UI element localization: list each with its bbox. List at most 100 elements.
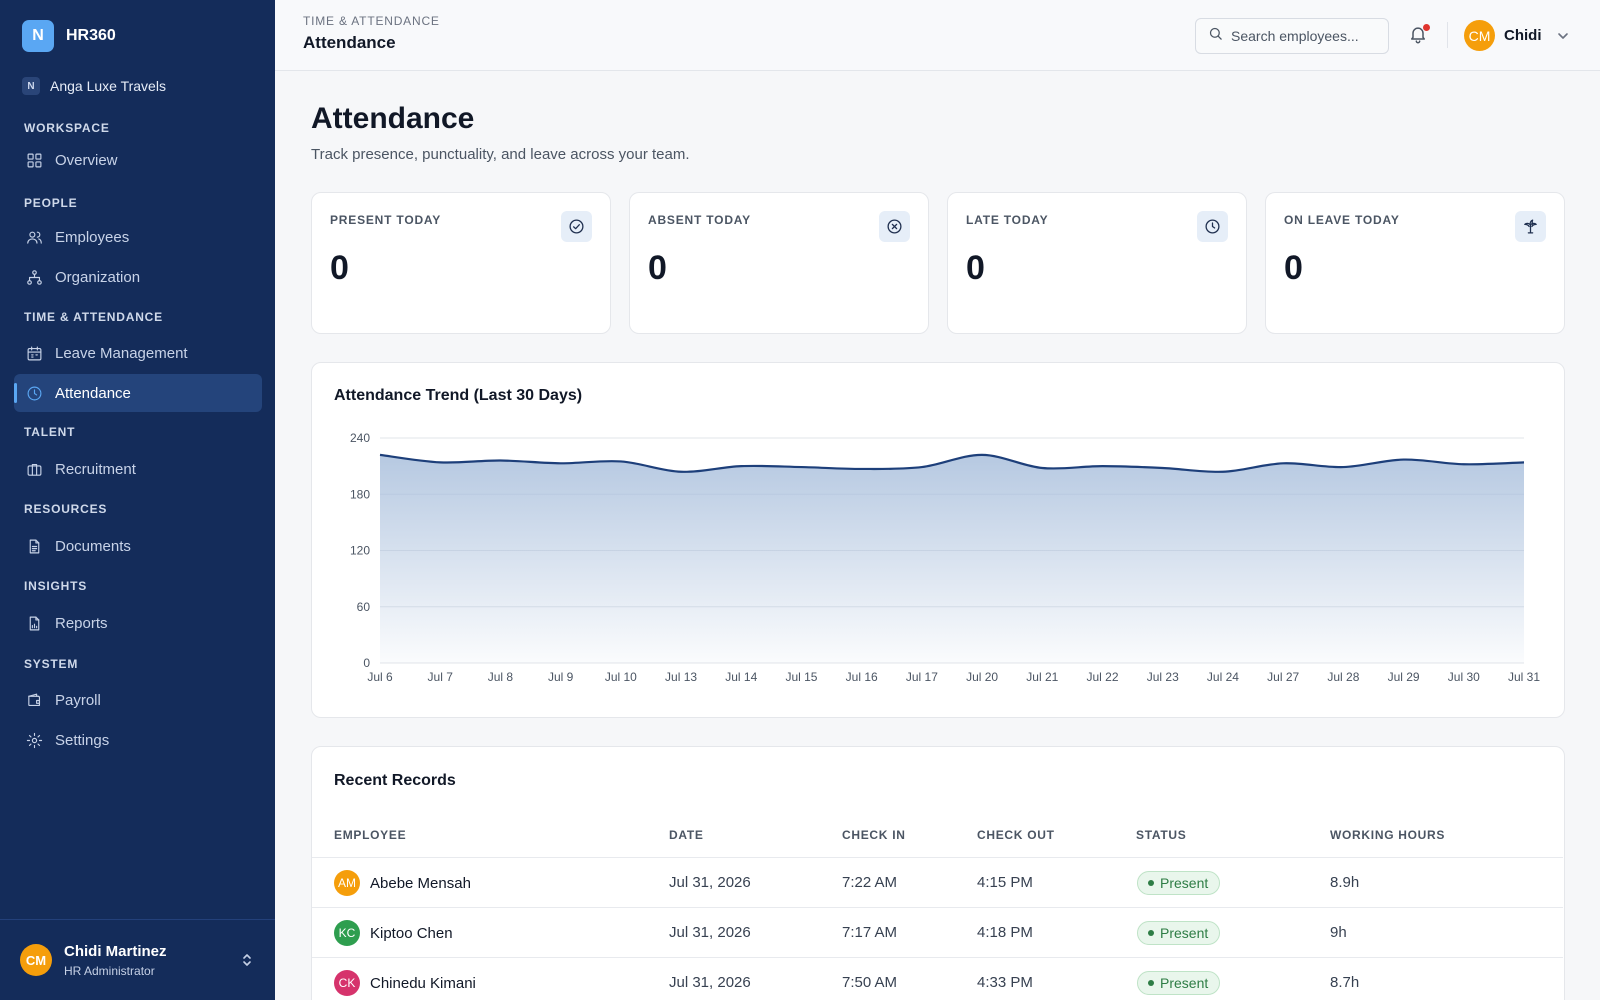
account-name: Chidi <box>1504 27 1542 44</box>
page-subtitle: Track presence, punctuality, and leave a… <box>311 146 690 163</box>
breadcrumb: TIME & ATTENDANCE <box>303 14 440 28</box>
notifications-button[interactable] <box>1408 24 1430 46</box>
notification-dot <box>1423 24 1430 31</box>
stat-card-absent: ABSENT TODAY 0 <box>629 192 929 334</box>
check-out-cell: 4:15 PM <box>977 874 1033 891</box>
status-dot <box>1148 980 1154 986</box>
sidebar-item-settings[interactable]: Settings <box>14 721 262 759</box>
column-header-status[interactable]: STATUS <box>1136 828 1187 842</box>
account-menu[interactable]: CM Chidi <box>1464 20 1569 51</box>
date-cell: Jul 31, 2026 <box>669 874 751 891</box>
table-row[interactable]: AM Abebe Mensah Jul 31, 2026 7:22 AM 4:1… <box>312 857 1563 907</box>
column-header-check-out[interactable]: CHECK OUT <box>977 828 1055 842</box>
calendar-icon <box>25 344 43 362</box>
x-circle-icon <box>879 211 910 242</box>
table-row[interactable]: KC Kiptoo Chen Jul 31, 2026 7:17 AM 4:18… <box>312 907 1563 957</box>
user-profile-menu[interactable]: CM Chidi Martinez HR Administrator <box>0 919 275 1000</box>
clock-icon <box>25 384 43 402</box>
check-in-cell: 7:50 AM <box>842 974 898 991</box>
x-tick-label: Jul 20 <box>966 670 998 684</box>
check-out-cell: 4:18 PM <box>977 924 1033 941</box>
sidebar-item-attendance[interactable]: Attendance <box>14 374 262 412</box>
x-tick-label: Jul 27 <box>1267 670 1299 684</box>
sidebar: N HR360 N Anga Luxe Travels WORKSPACE Ov… <box>0 0 275 1000</box>
column-header-working-hours[interactable]: WORKING HOURS <box>1330 828 1446 842</box>
sidebar-item-label: Overview <box>55 151 118 169</box>
status-label: Present <box>1160 975 1209 991</box>
sidebar-item-employees[interactable]: Employees <box>14 218 262 256</box>
x-tick-label: Jul 30 <box>1448 670 1480 684</box>
hours-cell: 8.9h <box>1330 874 1360 891</box>
org-name: Anga Luxe Travels <box>50 78 166 94</box>
stat-label: PRESENT TODAY <box>330 213 442 227</box>
avatar: AM <box>334 870 360 896</box>
document-icon <box>25 537 43 555</box>
avatar: KC <box>334 920 360 946</box>
recent-records-card: Recent Records EMPLOYEE DATE CHECK IN CH… <box>311 746 1565 1000</box>
date-cell: Jul 31, 2026 <box>669 974 751 991</box>
hours-cell: 8.7h <box>1330 974 1360 991</box>
sidebar-item-label: Attendance <box>55 384 131 402</box>
table-row[interactable]: CK Chinedu Kimani Jul 31, 2026 7:50 AM 4… <box>312 957 1563 1000</box>
status-badge: Present <box>1137 871 1221 895</box>
organization-switcher[interactable]: N Anga Luxe Travels <box>22 77 166 95</box>
user-name: Chidi Martinez <box>64 942 167 960</box>
x-tick-label: Jul 8 <box>488 670 514 684</box>
stat-card-on-leave: ON LEAVE TODAY 0 <box>1265 192 1565 334</box>
search-box[interactable] <box>1195 18 1389 54</box>
sidebar-item-recruitment[interactable]: Recruitment <box>14 450 262 488</box>
trend-area <box>380 454 1524 663</box>
x-tick-label: Jul 17 <box>906 670 938 684</box>
column-header-employee[interactable]: EMPLOYEE <box>334 828 407 842</box>
check-circle-icon <box>561 211 592 242</box>
stat-card-present: PRESENT TODAY 0 <box>311 192 611 334</box>
sidebar-item-organization[interactable]: Organization <box>14 258 262 296</box>
attendance-trend-chart: 0 60 120 180 240 Jul 6 Jul 7 Jul 8 Jul 9 Jul 10 Ju… <box>350 431 1540 684</box>
page-title: Attendance <box>311 102 475 135</box>
search-icon <box>1208 26 1223 46</box>
search-input[interactable] <box>1231 28 1381 44</box>
x-tick-label: Jul 23 <box>1147 670 1179 684</box>
status-label: Present <box>1160 925 1209 941</box>
sidebar-item-label: Reports <box>55 614 108 632</box>
chevron-up-down-icon[interactable] <box>241 952 253 971</box>
stat-label: ABSENT TODAY <box>648 213 751 227</box>
brand[interactable]: N HR360 <box>22 20 116 52</box>
stat-value: 0 <box>330 249 349 287</box>
users-icon <box>25 228 43 246</box>
employee-cell: KC Kiptoo Chen <box>334 920 453 946</box>
user-role: HR Administrator <box>64 963 155 978</box>
x-tick-label: Jul 15 <box>785 670 817 684</box>
sidebar-item-reports[interactable]: Reports <box>14 604 262 642</box>
chevron-down-icon <box>1557 29 1569 43</box>
employee-cell: CK Chinedu Kimani <box>334 970 476 996</box>
sidebar-item-payroll[interactable]: Payroll <box>14 681 262 719</box>
stat-label: LATE TODAY <box>966 213 1049 227</box>
column-header-date[interactable]: DATE <box>669 828 704 842</box>
sidebar-item-overview[interactable]: Overview <box>14 141 262 179</box>
y-tick-label: 0 <box>363 656 370 670</box>
records-title: Recent Records <box>334 772 456 789</box>
palm-tree-icon <box>1515 211 1546 242</box>
hours-cell: 9h <box>1330 924 1347 941</box>
sidebar-item-label: Recruitment <box>55 460 136 478</box>
sidebar-item-leave-management[interactable]: Leave Management <box>14 334 262 372</box>
x-tick-label: Jul 10 <box>605 670 637 684</box>
brand-name: HR360 <box>66 27 116 44</box>
sidebar-item-documents[interactable]: Documents <box>14 527 262 565</box>
employee-cell: AM Abebe Mensah <box>334 870 471 896</box>
x-tick-label: Jul 13 <box>665 670 697 684</box>
date-cell: Jul 31, 2026 <box>669 924 751 941</box>
stat-value: 0 <box>648 249 667 287</box>
stat-value: 0 <box>1284 249 1303 287</box>
status-dot <box>1148 880 1154 886</box>
avatar: CM <box>1464 20 1495 51</box>
x-tick-label: Jul 22 <box>1087 670 1119 684</box>
sidebar-item-label: Leave Management <box>55 344 188 362</box>
column-header-check-in[interactable]: CHECK IN <box>842 828 906 842</box>
check-out-cell: 4:33 PM <box>977 974 1033 991</box>
stat-label: ON LEAVE TODAY <box>1284 213 1400 227</box>
x-tick-label: Jul 28 <box>1327 670 1359 684</box>
x-tick-label: Jul 14 <box>725 670 757 684</box>
divider <box>1447 22 1448 48</box>
